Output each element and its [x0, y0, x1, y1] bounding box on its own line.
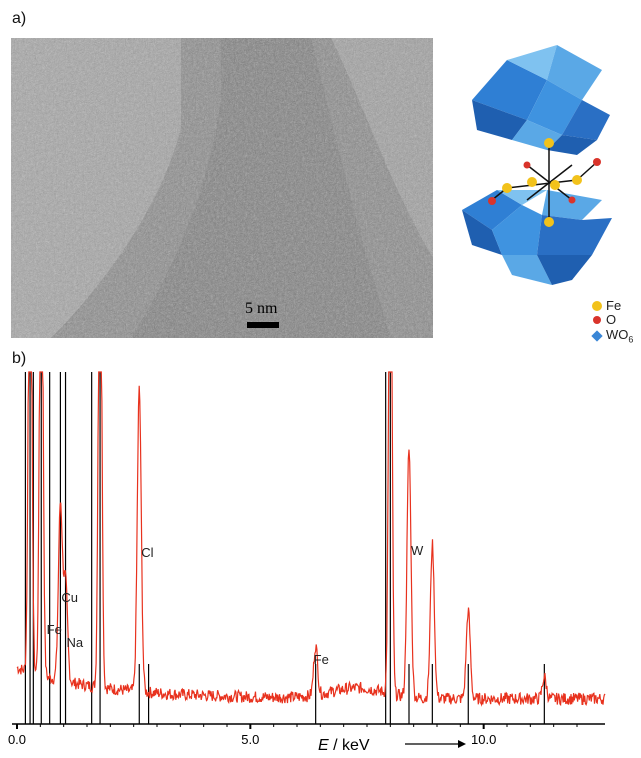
- x-axis-ticks: 0.0 5.0 10.0: [8, 724, 578, 747]
- legend-o: O: [592, 312, 616, 327]
- peak-label-fe: Fe: [314, 652, 329, 667]
- tem-micrograph: 5 nm: [11, 38, 433, 338]
- scale-bar: [247, 322, 279, 328]
- svg-text:E / keV: E / keV: [318, 737, 370, 754]
- panel-a-label: a): [12, 10, 27, 27]
- polyoxometalate-structure: [462, 45, 612, 285]
- lower-wo6-cluster: [462, 190, 612, 285]
- o-legend-label: O: [606, 312, 617, 327]
- fe-o-core: [491, 143, 598, 222]
- panel-b-label: b): [12, 350, 27, 367]
- wo6-legend-label: WO6: [606, 327, 634, 345]
- peak-label-na: Na: [67, 635, 84, 650]
- peak-label-cl: Cl: [141, 545, 153, 560]
- upper-wo6-cluster: [472, 45, 610, 155]
- scale-bar-label: 5 nm: [245, 300, 278, 317]
- o-atoms: [488, 158, 601, 205]
- x-tick-label: 0.0: [8, 732, 26, 747]
- legend-wo6: WO6: [591, 327, 634, 345]
- x-tick-label: 10.0: [471, 732, 496, 747]
- x-tick-label: 5.0: [241, 732, 259, 747]
- o-legend-icon: [593, 315, 601, 324]
- wo6-legend-icon: [591, 330, 603, 342]
- x-axis-title: E / keV: [318, 737, 466, 754]
- legend-fe: Fe: [592, 298, 621, 313]
- fe-legend-icon: [592, 300, 602, 311]
- peak-label-fe: Fe: [47, 622, 62, 637]
- arrowhead-icon: [458, 740, 466, 748]
- peak-label-w: W: [411, 543, 424, 558]
- eds-spectrum: 0.0 5.0 10.0 Cu Fe Na Cl Fe W E / keV: [8, 371, 606, 754]
- peak-labels: Cu Fe Na Cl Fe W: [47, 543, 424, 667]
- spectrum-series: [16, 371, 606, 707]
- fe-atoms: [502, 138, 582, 227]
- peak-label-cu: Cu: [61, 590, 78, 605]
- fe-legend-label: Fe: [606, 298, 622, 313]
